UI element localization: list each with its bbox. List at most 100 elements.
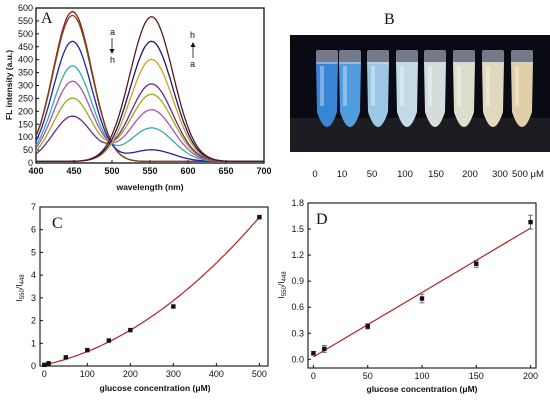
tube-6 [453,62,475,127]
panel-c-point [257,215,262,220]
panel-a-ytick-label: 200 [18,106,33,116]
panel-c-letter: C [52,215,63,232]
panel-a-series-1 [35,10,264,163]
panel-a-xtick-label: 700 [256,166,271,176]
panel-d-ytick-label: 0.3 [291,328,304,338]
tube-3 [367,62,389,127]
panel-c-ytick-label: 2 [31,316,36,326]
tube-highlight-4 [400,66,404,106]
panel-a-ytick-label: 600 [18,3,33,13]
panel-c-point [63,355,69,360]
tube-highlight-8 [515,66,519,106]
panel-d-fit-line [313,227,531,358]
panel-d-ytick-label: 1.8 [291,198,304,208]
panel-c-point [106,338,112,343]
panel-c-ytick-label: 5 [31,247,36,257]
panel-d-ylabel: I550/I448 [276,271,288,299]
panel-d-xtick-label: 200 [523,371,538,381]
panel-d-ytick-label: 1.2 [291,250,304,260]
tube-highlight-3 [371,66,375,106]
panel-a-xlabel: wavelength (nm) [115,182,183,192]
panel-c-point [171,304,176,309]
panel-a-xtick-label: 500 [104,166,119,176]
panel-c-ytick-label: 7 [31,202,36,212]
panel-c-point [42,362,47,368]
panel-c-xtick-label: 400 [209,369,224,379]
tube-cap-2 [339,50,361,64]
panel-a-ytick-label: 150 [18,119,33,129]
tube-2 [339,62,361,127]
panel-c-point [85,347,90,353]
panel-c-point [46,361,51,366]
tube-8 [511,62,533,127]
panel-a-ytick-label: 350 [18,68,33,78]
tube-cap-6 [453,50,475,64]
panel-c-ytick-label: 3 [31,293,36,303]
panel-d: D 0 50 100 150 200 0.0 0.3 0.6 0.9 1.2 1.5 1.8 gluc… [276,198,538,394]
panel-a-ytick-label: 300 [18,81,33,91]
concentration-label-5: 150 [428,169,444,180]
panel-a-arrowhead-left [109,49,115,54]
panel-c-xtick-label: 0 [42,369,47,379]
panel-a-ytick-label: 400 [18,55,33,65]
panel-d-ytick-label: 0.0 [291,354,304,364]
panel-a-ytick-label: 450 [18,42,33,52]
panel-a-ylabel: FL intensity (a.u.) [4,50,14,120]
panel-a: A 400 450 500 550 600 650 700 0 50 100 150 200 250 30… [4,3,272,192]
panel-c-fit-line [44,214,262,366]
panel-c-ytick-label: 0 [31,361,36,371]
panel-a-ytick-label: 250 [18,93,33,103]
panel-d-letter: D [316,211,328,228]
panel-a-ytick-label: 550 [18,16,33,26]
panel-a-ytick-label: 50 [23,145,33,155]
panel-c-xtick-label: 500 [252,369,267,379]
tube-4 [396,62,418,127]
tube-5 [424,62,446,127]
tube-cap-8 [511,50,533,64]
tube-cap-7 [482,50,504,64]
panel-a-ytick-label: 500 [18,29,33,39]
panel-a-xtick-label: 550 [142,166,157,176]
photo-rack [290,118,550,152]
tube-cap-4 [396,50,418,64]
tube-highlight-2 [343,66,347,106]
panel-d-frame [307,202,537,369]
panel-a-annot-left-bottom: h [110,55,115,65]
panel-a-ytick-label: 0 [28,158,33,168]
concentration-label-1: 0 [312,169,317,180]
tube-highlight-7 [486,66,490,106]
panel-d-xtick-label: 50 [363,371,373,381]
panel-c-xtick-label: 200 [123,369,138,379]
panel-d-point [311,351,316,356]
panel-a-frame [35,7,265,164]
panel-a-xtick-label: 650 [218,166,233,176]
panel-d-xlabel: glucose concentration (μM) [367,384,478,394]
panel-a-ytick-label: 100 [18,132,33,142]
panel-a-xtick-label: 450 [66,166,81,176]
panel-d-xtick-label: 150 [469,371,484,381]
panel-d-xtick-label: 0 [311,371,316,381]
panel-d-ytick-label: 0.6 [291,302,304,312]
panel-d-xtick-label: 100 [414,371,429,381]
tube-highlight-1 [320,66,324,106]
panel-c-point [128,327,133,333]
panel-d-point [474,261,479,266]
panel-d-point [528,219,533,225]
panel-a-series-4 [35,65,264,163]
panel-c-ytick-label: 1 [31,338,36,348]
concentration-label-2: 10 [337,169,348,180]
concentration-label-7: 300 [492,169,508,180]
panel-c-ytick-label: 6 [31,225,36,235]
panel-d-ytick-label: 1.5 [291,224,304,234]
panel-d-ytick-label: 0.9 [291,276,304,286]
panel-d-point [322,346,327,352]
panel-a-series-2 [35,14,264,163]
panel-a-series-10 [36,16,264,163]
panel-c-ytick-label: 4 [31,270,36,280]
panel-a-annot-right-top: h [190,30,195,40]
tube-cap-1 [316,50,338,64]
tube-7 [482,62,504,127]
panel-c-frame [39,206,269,367]
panel-a-annot-right-bottom: a [190,59,195,69]
